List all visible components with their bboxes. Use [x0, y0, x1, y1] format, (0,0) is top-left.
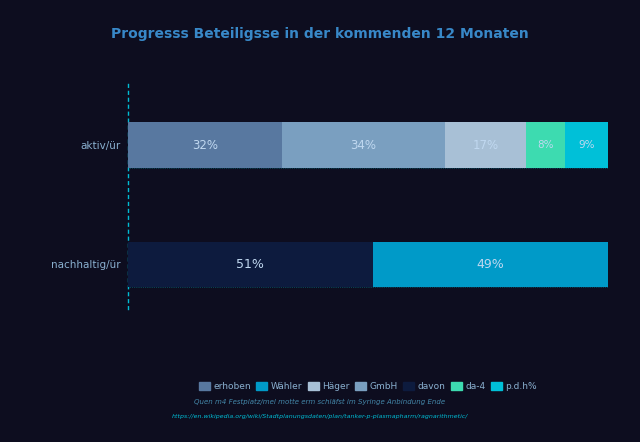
Bar [526, 122, 564, 168]
Text: 8%: 8% [538, 140, 554, 150]
Bar [282, 122, 445, 168]
Legend: erhoben, Wähler, Häger, GmbH, davon, da-4, p.d.h%: erhoben, Wähler, Häger, GmbH, davon, da-… [195, 378, 541, 395]
Bar [128, 241, 372, 287]
Bar [445, 122, 526, 168]
Text: 51%: 51% [236, 258, 264, 271]
Text: Quen m4 Festplatz/mel motte erm schläfst im Syringe Anbindung Ende: Quen m4 Festplatz/mel motte erm schläfst… [195, 399, 445, 405]
Text: 32%: 32% [192, 138, 218, 152]
Text: 17%: 17% [472, 138, 499, 152]
Text: 34%: 34% [350, 138, 376, 152]
Text: https://en.wikipedia.org/wiki/Stadtplanungsdaten/plan/tanker-p-plasmapharm/ragna: https://en.wikipedia.org/wiki/Stadtplanu… [172, 414, 468, 419]
Bar [564, 122, 608, 168]
Text: Progresss Beteiligsse in der kommenden 12 Monaten: Progresss Beteiligsse in der kommenden 1… [111, 27, 529, 41]
Bar [372, 241, 608, 287]
Bar [128, 122, 282, 168]
Text: 49%: 49% [477, 258, 504, 271]
Text: 9%: 9% [578, 140, 595, 150]
